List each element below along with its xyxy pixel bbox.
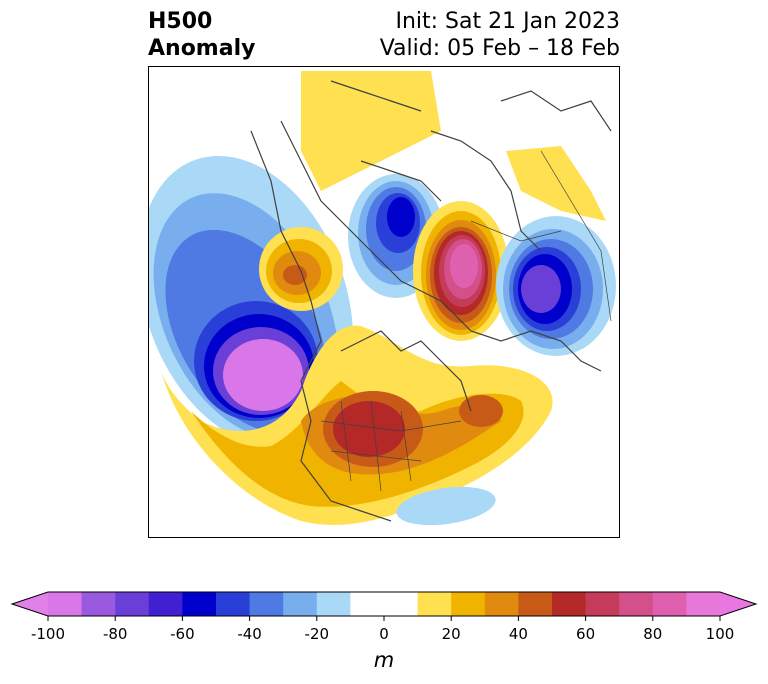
map-canvas [149,71,616,526]
colorbar-swatch [48,592,83,616]
colorbar-swatch [148,592,183,616]
colorbar-swatch [182,592,217,616]
coastlines [250,80,612,522]
contour-pos-arctic [301,71,441,191]
colorbar-swatch [484,592,519,616]
colorbar-swatch [585,592,620,616]
colorbar-swatch [283,592,318,616]
colorbar-extend-max [720,592,756,616]
colorbar-tick-label: 80 [643,625,663,643]
colorbar-tick-label: 0 [379,625,389,643]
colorbar-tick-label: -20 [304,625,330,643]
colorbar-swatch [249,592,284,616]
colorbar-swatch [451,592,486,616]
colorbar-tick-label: -80 [102,625,128,643]
valid-range: Valid: 05 Feb – 18 Feb [379,36,620,61]
title-line-1: H500 [148,9,213,34]
colorbar-swatch [652,592,687,616]
map-title: H500 Anomaly [148,8,255,62]
colorbar [10,591,758,621]
contour-pos-namerica-core [333,401,405,457]
contour-neg-atlantic [396,486,496,526]
colorbar-swatch [686,592,721,616]
colorbar-swatch [81,592,116,616]
colorbar-swatch [417,592,452,616]
anomaly-contours [149,71,616,526]
colorbar-unit-label: m [373,648,395,672]
colorbar-swatch [552,592,587,616]
country-borders [320,150,612,492]
colorbar-swatch [518,592,553,616]
colorbar-tick-label: 40 [508,625,528,643]
init-date: Init: Sat 21 Jan 2023 [395,9,620,34]
colorbar-tick-label: -40 [237,625,262,643]
colorbar-swatch [350,592,419,616]
colorbar-swatch [619,592,654,616]
colorbar-tick-label: 20 [441,625,461,643]
colorbar-swatch [216,592,251,616]
colorbar-swatch [316,592,351,616]
colorbar-tick-label: 100 [705,625,735,643]
colorbar-swatch [115,592,150,616]
contour-neg-pacific-core [223,339,303,411]
forecast-dates: Init: Sat 21 Jan 2023 Valid: 05 Feb – 18… [380,8,620,62]
colorbar-tick-label: -100 [30,625,66,643]
colorbar-tick-label: 60 [576,625,596,643]
contour-neg-siberia-core [521,265,561,313]
colorbar-extend-min [12,592,48,616]
title-line-2: Anomaly [148,36,256,61]
contour-pos-eurasia-core [450,244,478,288]
colorbar-scale [10,591,758,621]
colorbar-tick-label: -60 [170,625,195,643]
anomaly-map[interactable] [148,66,620,538]
contour-pos-siberia [506,146,606,221]
